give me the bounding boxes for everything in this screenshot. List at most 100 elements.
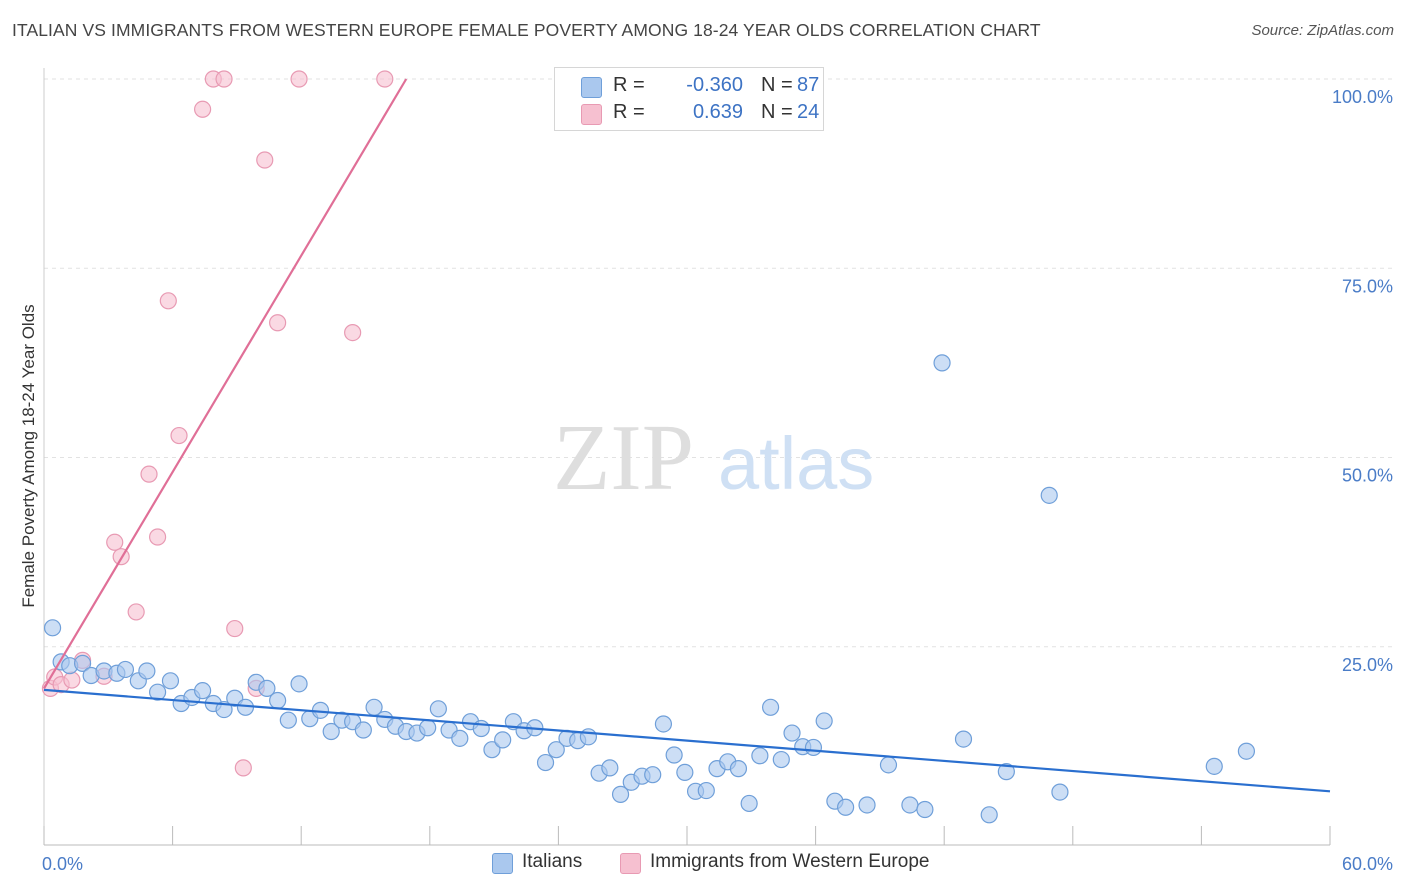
italians-point bbox=[740, 794, 758, 813]
immigrants-point bbox=[63, 671, 81, 689]
correlation-legend: R = -0.360 N = 87 R = 0.639 N = 24 bbox=[554, 67, 824, 131]
italians-point bbox=[354, 721, 372, 739]
italians-point bbox=[161, 672, 180, 690]
legend-n-value: 87 bbox=[797, 74, 820, 96]
italians-point bbox=[916, 800, 934, 819]
watermark-zip: ZIP bbox=[553, 406, 694, 510]
immigrants-point bbox=[170, 426, 188, 445]
y-tick-label: 50.0% bbox=[1342, 466, 1393, 486]
grid-lines bbox=[44, 78, 1393, 648]
italians-point bbox=[579, 728, 598, 746]
italians-point bbox=[879, 756, 898, 774]
italians-point bbox=[751, 747, 769, 765]
italians-point bbox=[815, 712, 833, 730]
source-credit: Source: ZipAtlas.com bbox=[1251, 22, 1394, 39]
italians-point bbox=[837, 798, 855, 816]
immigrants-point bbox=[140, 465, 158, 483]
italians-point bbox=[729, 760, 748, 778]
italians-point bbox=[654, 715, 673, 733]
y-tick-label: 25.0% bbox=[1342, 655, 1393, 675]
legend-swatch-italians bbox=[581, 77, 602, 98]
italians-point bbox=[1040, 486, 1058, 504]
italians-point bbox=[858, 796, 876, 814]
italians-point bbox=[116, 660, 135, 679]
italians-point bbox=[954, 730, 973, 748]
immigrants-point bbox=[344, 323, 362, 342]
italians-point bbox=[804, 738, 823, 757]
immigrants-point bbox=[376, 70, 394, 88]
italians-point bbox=[697, 781, 715, 800]
immigrants-trendline bbox=[43, 78, 408, 689]
immigrants-point bbox=[106, 533, 124, 551]
y-tick-label: 100.0% bbox=[1332, 87, 1393, 107]
italians-point bbox=[429, 700, 447, 718]
italians-point bbox=[258, 679, 276, 697]
italians-point bbox=[761, 698, 780, 716]
italians-point bbox=[644, 766, 662, 784]
immigrants-point bbox=[226, 619, 244, 638]
italians-point bbox=[215, 700, 233, 719]
axes bbox=[43, 68, 1331, 846]
italians-point bbox=[290, 675, 308, 693]
italians-point bbox=[1237, 742, 1256, 760]
italians-point bbox=[138, 662, 156, 680]
immigrants-point bbox=[215, 70, 233, 88]
italians-point bbox=[901, 796, 919, 814]
legend-r-label: R = bbox=[613, 74, 645, 96]
italians-point bbox=[322, 722, 340, 741]
immigrants-point bbox=[127, 603, 145, 621]
legend-swatch-immigrants bbox=[581, 104, 602, 125]
watermark: ZIP atlas bbox=[553, 406, 874, 510]
x-tick-label-min: 0.0% bbox=[42, 854, 83, 874]
y-tick-label: 75.0% bbox=[1342, 276, 1393, 296]
italians-trendline bbox=[43, 688, 1331, 793]
immigrants-point bbox=[269, 314, 287, 332]
legend-n-label: N = bbox=[761, 101, 793, 123]
legend-label-immigrants: Immigrants from Western Europe bbox=[650, 851, 930, 872]
italians-point bbox=[194, 682, 212, 700]
italians-point bbox=[601, 759, 619, 777]
immigrants-point bbox=[148, 528, 167, 546]
italians-point bbox=[933, 354, 951, 372]
italians-point bbox=[43, 619, 62, 637]
italians-point bbox=[547, 741, 565, 759]
chart-title: ITALIAN VS IMMIGRANTS FROM WESTERN EUROP… bbox=[12, 20, 1041, 40]
italians-point bbox=[980, 806, 998, 824]
italians-point bbox=[148, 683, 167, 701]
italians-point bbox=[1051, 783, 1069, 801]
legend-label-italians: Italians bbox=[522, 851, 583, 872]
watermark-atlas: atlas bbox=[718, 422, 874, 505]
y-axis-label: Female Poverty Among 18-24 Year Olds bbox=[19, 304, 38, 607]
immigrants-point bbox=[234, 759, 252, 777]
immigrants-point bbox=[290, 70, 308, 88]
legend-swatch-immigrants bbox=[620, 853, 641, 874]
italians-point bbox=[451, 729, 469, 747]
legend-swatch-italians bbox=[492, 853, 513, 874]
legend-r-value: -0.360 bbox=[686, 74, 743, 96]
legend-n-label: N = bbox=[761, 74, 793, 96]
italians-point bbox=[73, 654, 92, 673]
immigrants-point bbox=[256, 151, 274, 169]
legend-r-value: 0.639 bbox=[692, 101, 743, 123]
italians-point bbox=[494, 731, 512, 749]
italians-point bbox=[611, 785, 630, 803]
italians-point bbox=[772, 750, 790, 769]
trendlines bbox=[43, 78, 1331, 793]
x-tick-label-max: 60.0% bbox=[1342, 854, 1393, 874]
italians-point bbox=[269, 691, 287, 710]
italians-point bbox=[997, 763, 1015, 781]
italians-point bbox=[1205, 757, 1223, 775]
legend-n-value: 24 bbox=[797, 101, 820, 123]
italians-point bbox=[676, 763, 694, 782]
immigrants-point bbox=[159, 292, 177, 310]
italians-point bbox=[536, 753, 555, 772]
y-tick-labels: 25.0% 50.0% 75.0% 100.0% bbox=[1332, 87, 1393, 675]
immigrants-point bbox=[194, 100, 212, 118]
italians-point bbox=[665, 746, 683, 764]
italians-point bbox=[279, 711, 297, 729]
italians-point bbox=[419, 719, 437, 737]
italians-point bbox=[783, 724, 801, 742]
italians-point bbox=[483, 741, 501, 759]
legend-r-label: R = bbox=[613, 101, 645, 123]
